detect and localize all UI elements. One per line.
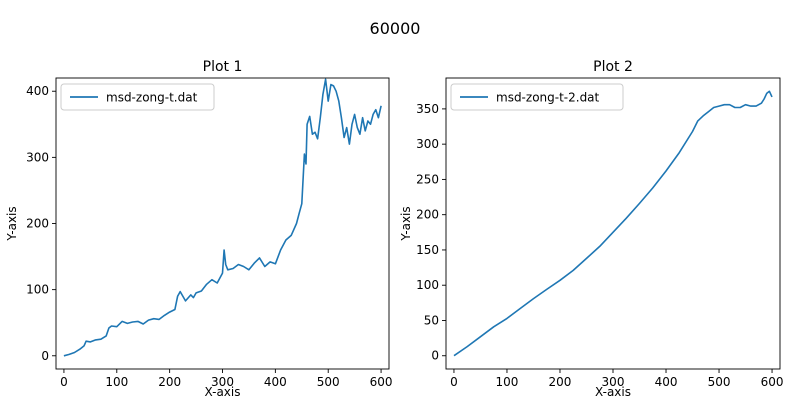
- y-tick-label: 300: [26, 150, 49, 164]
- y-tick-label: 100: [416, 278, 439, 292]
- y-tick-label: 0: [431, 349, 439, 363]
- y-tick-label: 300: [416, 137, 439, 151]
- legend-box: [60, 83, 215, 111]
- y-tick-label: 400: [26, 84, 49, 98]
- chart-title: Plot 1: [203, 59, 243, 75]
- x-tick-label: 100: [496, 375, 519, 389]
- legend-label: msd-zong-t.dat: [106, 91, 198, 105]
- x-tick-label: 0: [60, 375, 68, 389]
- x-tick-label: 300: [211, 375, 234, 389]
- x-axis-label: X-axis: [595, 385, 631, 399]
- x-tick-label: 200: [549, 375, 572, 389]
- x-tick-label: 400: [655, 375, 678, 389]
- x-tick-label: 600: [761, 375, 784, 389]
- y-tick-label: 200: [416, 208, 439, 222]
- y-tick-label: 350: [416, 102, 439, 116]
- legend-label: msd-zong-t-2.dat: [496, 91, 600, 105]
- y-tick-label: 200: [26, 217, 49, 231]
- x-tick-label: 500: [708, 375, 731, 389]
- legend: msd-zong-t.dat: [60, 83, 215, 111]
- y-tick-label: 150: [416, 243, 439, 257]
- plot-frame: [55, 77, 390, 370]
- x-tick-label: 0: [450, 375, 458, 389]
- x-tick-label: 300: [602, 375, 625, 389]
- y-tick-label: 250: [416, 172, 439, 186]
- chart-plot-2: Plot 2 0 100 200 300 400 500 600 0 50 100 150 200 250…: [399, 59, 784, 399]
- chart-plot-1: Plot 1 0 100 200 300 400 500 600 0 100 200 300 400 X-…: [5, 59, 393, 399]
- series-line-0: [453, 90, 773, 357]
- x-tick-label: 500: [317, 375, 340, 389]
- y-tick-label: 0: [41, 349, 49, 363]
- chart-title: Plot 2: [593, 59, 633, 75]
- x-tick-label: 200: [158, 375, 181, 389]
- y-axis-label: Y-axis: [5, 206, 19, 241]
- legend: msd-zong-t-2.dat: [450, 83, 624, 111]
- x-tick-label: 100: [105, 375, 128, 389]
- y-tick-label: 100: [26, 283, 49, 297]
- series-line-0: [63, 78, 382, 357]
- x-axis-label: X-axis: [205, 385, 241, 399]
- legend-box: [450, 83, 624, 111]
- x-tick-label: 400: [264, 375, 287, 389]
- y-tick-label: 50: [424, 313, 439, 327]
- x-tick-label: 600: [370, 375, 393, 389]
- y-axis-label: Y-axis: [399, 206, 413, 241]
- figure-suptitle: 60000: [370, 19, 421, 38]
